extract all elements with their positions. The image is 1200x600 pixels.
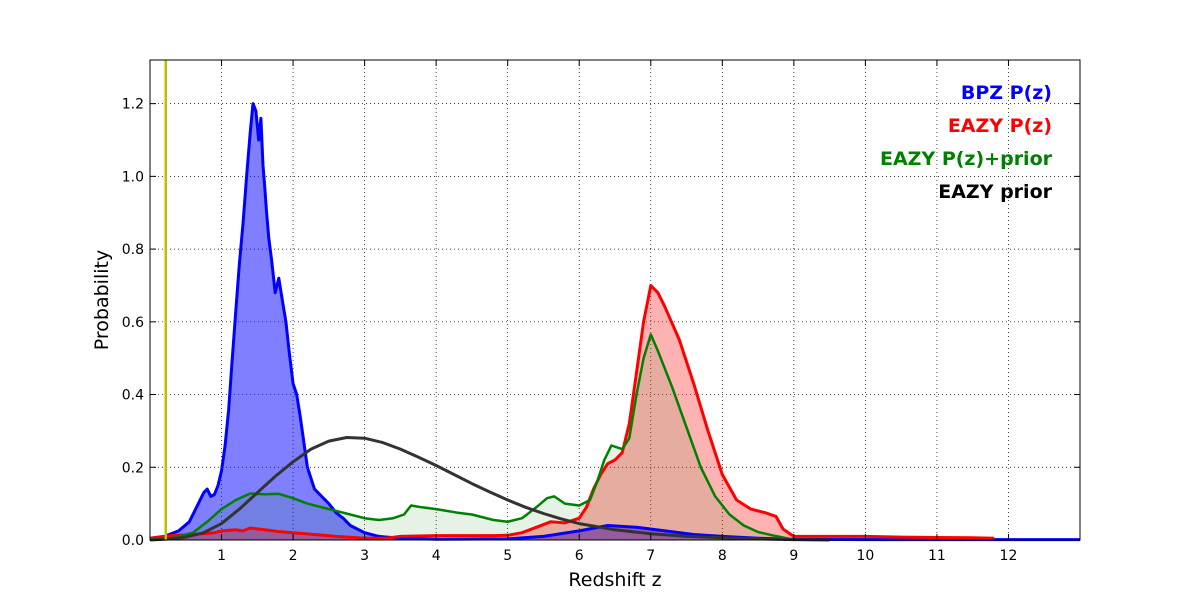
x-tick-label: 7 — [646, 548, 655, 564]
plot-frame — [149, 59, 1081, 541]
series-line-3 — [149, 436, 830, 542]
legend-entry-3: EAZY prior — [938, 181, 1052, 203]
y-tick-label: 0.8 — [122, 242, 144, 258]
x-tick-label: 5 — [503, 548, 512, 564]
legend-entry-0: BPZ P(z) — [961, 82, 1052, 104]
axis-ticks: 1 2 3 4 5 6 7 8 9 10 11 120.00.20.40.60.81.01.2 — [122, 60, 1080, 564]
x-tick-label: 12 — [1000, 548, 1018, 564]
y-tick-label: 0.6 — [122, 315, 144, 331]
series-line-2 — [149, 333, 795, 542]
y-tick-label: 1.2 — [122, 97, 144, 113]
y-tick-label: 0.4 — [122, 388, 144, 404]
legend-entry-1: EAZY P(z) — [948, 115, 1052, 137]
series-fill-2 — [150, 334, 794, 540]
x-axis-label: Redshift z — [568, 569, 661, 591]
y-axis-label: Probability — [91, 250, 113, 350]
x-tick-label: 4 — [432, 548, 441, 564]
grid-lines — [150, 60, 1080, 541]
y-tick-label: 1.0 — [122, 169, 144, 185]
x-tick-label: 9 — [789, 548, 798, 564]
x-tick-label: 2 — [289, 548, 298, 564]
x-tick-label: 11 — [928, 548, 946, 564]
legend-entry-2: EAZY P(z)+prior — [880, 148, 1053, 170]
x-tick-label: 1 — [217, 548, 226, 564]
x-tick-label: 6 — [575, 548, 584, 564]
y-tick-label: 0.0 — [122, 533, 144, 549]
series-lines — [149, 102, 1080, 542]
x-tick-label: 10 — [856, 548, 874, 564]
y-tick-label: 0.2 — [122, 460, 144, 476]
x-tick-label: 3 — [360, 548, 369, 564]
series-line-0 — [149, 102, 1080, 542]
legend: BPZ P(z) EAZY P(z) EAZY P(z)+prior EAZY pri… — [880, 82, 1053, 203]
x-tick-label: 8 — [718, 548, 727, 564]
